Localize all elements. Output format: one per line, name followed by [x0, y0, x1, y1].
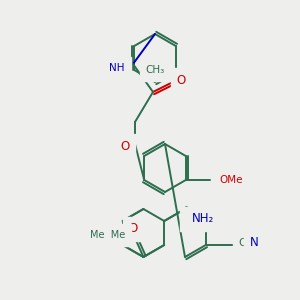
- Text: CH₃: CH₃: [146, 65, 165, 75]
- Text: C: C: [238, 238, 245, 248]
- Text: Me  Me: Me Me: [90, 230, 125, 240]
- Text: O: O: [176, 74, 186, 86]
- Text: O: O: [185, 212, 195, 226]
- Text: N: N: [249, 236, 258, 250]
- Text: OMe: OMe: [220, 175, 243, 185]
- Text: O: O: [129, 223, 138, 236]
- Text: NH: NH: [110, 63, 125, 73]
- Text: NH₂: NH₂: [192, 212, 214, 226]
- Text: O: O: [120, 140, 130, 152]
